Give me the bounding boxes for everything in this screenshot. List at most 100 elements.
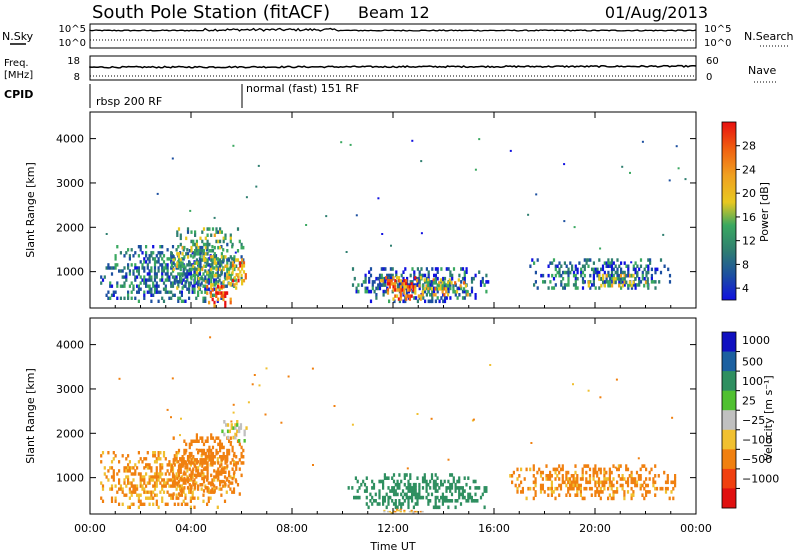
echo-cell [192,467,195,471]
echo-cell [152,502,155,506]
echo-cell [394,288,397,292]
echo-cell [238,492,241,496]
echo-cell [603,280,606,284]
echo-cell [176,233,179,237]
echo-cell [168,463,171,467]
echo-cell [645,270,648,275]
echo-cell [403,509,406,512]
echo-cell [159,466,162,470]
echo-cell [534,480,537,485]
echo-cell [383,476,386,480]
nave-label: Nave [748,64,776,77]
x-tick-label: 04:00 [175,522,207,535]
echo-cell [141,266,144,270]
echo-cell [630,493,633,497]
echo-speck [340,141,343,144]
echo-cell [458,286,461,291]
echo-cell [463,296,466,300]
echo-cell [207,490,210,494]
echo-cell [623,496,626,501]
x-tick-label: 20:00 [579,522,611,535]
echo-cell [547,486,550,491]
echo-cell [195,469,198,473]
echo-cell [636,283,639,287]
echo-cell [177,492,181,496]
echo-cell [213,469,216,473]
echo-cell [116,296,119,300]
echo-speck [232,144,235,147]
echo-cell [141,278,144,282]
echo-cell [240,445,243,450]
echo-cell [240,455,243,459]
echo-cell [118,269,121,273]
echo-cell [374,492,377,497]
echo-cell [436,296,439,300]
echo-cell [616,267,619,272]
echo-cell [128,490,131,494]
echo-cell [407,486,410,490]
echo-cell [219,227,222,231]
echo-cell [403,288,406,292]
echo-cell [554,470,557,475]
echo-cell [388,510,391,513]
echo-cell [461,267,465,271]
echo-cell [181,252,184,256]
echo-cell [170,272,173,276]
echo-cell [204,245,207,250]
echo-cell [127,454,130,458]
echo-cell [483,505,486,510]
echo-cell [137,272,140,276]
echo-cell [621,280,624,284]
echo-cell [432,293,435,297]
echo-cell [242,279,246,283]
echo-cell [421,495,425,500]
echo-cell [130,281,133,285]
echo-cell [236,258,240,262]
echo-cell [580,267,583,272]
echo-cell [576,477,579,481]
echo-cell [105,293,108,297]
echo-cell [419,510,422,513]
echo-speck [671,416,674,419]
echo-cell [609,273,612,278]
echo-cell [412,505,415,510]
echo-cell [589,286,592,290]
echo-cell [454,293,457,297]
echo-cell [652,280,655,284]
echo-cell [123,466,126,470]
echo-cell [114,257,117,261]
echo-cell [171,293,175,297]
echo-cell [443,287,446,291]
echo-cell [434,267,437,271]
echo-cell [197,473,200,478]
echo-cell [565,283,568,287]
echo-cell [222,479,225,484]
echo-cell [139,457,142,461]
echo-cell [388,282,391,286]
echo-cell [385,505,388,510]
echo-cell [116,263,119,267]
echo-cell [416,276,419,281]
echo-cell [186,248,189,252]
echo-cell [173,454,176,458]
echo-cell [637,474,640,478]
echo-cell [112,472,115,476]
velocity-cb-block [722,468,736,489]
echo-cell [211,455,215,459]
echo-cell [509,474,512,478]
echo-cell [215,267,218,272]
echo-cell [188,451,191,456]
echo-cell [179,272,182,276]
echo-cell [628,280,631,285]
echo-cell [447,505,450,510]
echo-cell [213,475,216,479]
echo-cell [180,290,183,294]
echo-cell [191,457,194,461]
echo-cell [654,493,657,497]
echo-cell [191,496,194,500]
echo-cell [238,429,241,434]
echo-cell [619,280,623,285]
echo-cell [594,480,597,485]
echo-cell [219,442,222,447]
echo-cell [414,495,417,500]
